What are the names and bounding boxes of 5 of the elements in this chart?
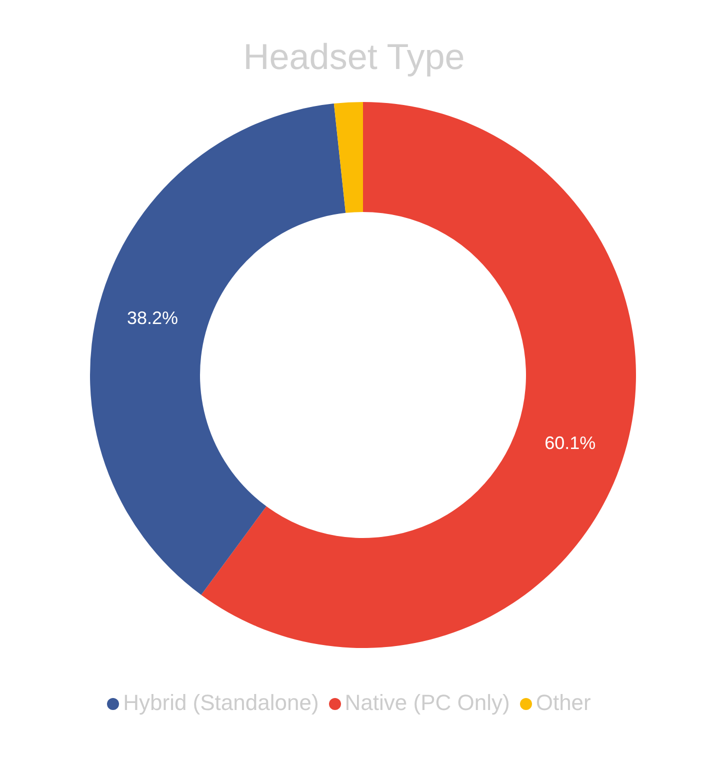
data-label: 60.1%: [544, 433, 596, 454]
donut-slice: [201, 102, 636, 648]
donut-slice: [90, 104, 346, 595]
data-label: 38.2%: [127, 308, 178, 328]
donut-slice: [334, 102, 363, 213]
